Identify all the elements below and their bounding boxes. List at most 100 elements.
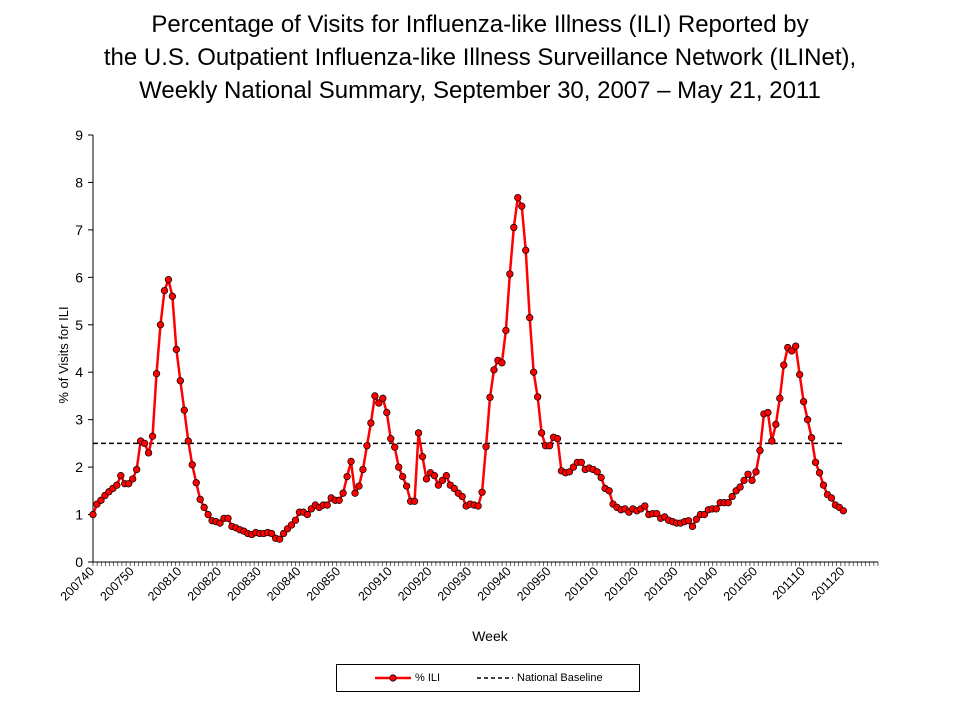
ili-data-point xyxy=(537,429,546,437)
ili-data-point xyxy=(799,397,808,406)
x-tick-label: 200940 xyxy=(475,564,514,603)
ili-data-point xyxy=(577,458,585,467)
ili-data-point xyxy=(395,463,403,471)
ili-data-point xyxy=(418,453,427,461)
ili-data-point xyxy=(188,461,196,469)
ili-data-point xyxy=(545,442,554,450)
ili-data-point xyxy=(414,429,423,437)
legend-baseline-label: National Baseline xyxy=(517,672,603,684)
ili-data-point xyxy=(363,442,371,450)
x-tick-label: 200950 xyxy=(514,564,553,603)
x-axis-label: Week xyxy=(472,628,509,644)
ili-data-point xyxy=(275,535,284,543)
ili-data-point xyxy=(553,434,562,443)
y-tick-label: 4 xyxy=(75,364,83,380)
legend-ili-marker-icon xyxy=(375,674,411,682)
ili-data-point xyxy=(533,393,542,401)
ili-data-point xyxy=(712,505,720,513)
ili-data-point xyxy=(458,492,466,501)
ili-data-point xyxy=(442,472,450,480)
ili-data-point xyxy=(728,492,736,501)
x-tick-label: 200850 xyxy=(304,564,343,603)
ili-data-point xyxy=(152,369,161,378)
ili-data-point xyxy=(474,502,482,510)
x-tick-label: 201040 xyxy=(681,564,720,603)
ili-data-point xyxy=(780,361,788,369)
y-tick-label: 5 xyxy=(75,317,83,333)
ili-data-point xyxy=(383,408,391,417)
ili-data-point xyxy=(597,473,605,482)
x-tick-label: 201010 xyxy=(562,564,601,603)
ili-data-point xyxy=(641,502,649,510)
ili-data-point xyxy=(291,516,300,524)
x-tick-label: 201120 xyxy=(809,564,848,603)
y-tick-label: 9 xyxy=(75,127,83,143)
ili-data-point xyxy=(450,484,458,493)
ili-data-point xyxy=(510,223,518,232)
ili-data-point xyxy=(482,443,490,451)
ili-data-point xyxy=(803,416,812,424)
ili-data-point xyxy=(422,475,431,483)
ili-data-point xyxy=(156,321,165,329)
y-tick-label: 1 xyxy=(75,507,83,523)
ili-data-point xyxy=(216,519,224,527)
ili-data-point xyxy=(815,469,824,477)
legend-baseline-line-icon xyxy=(477,677,513,679)
ili-data-point xyxy=(792,342,800,350)
ili-data-point xyxy=(565,468,574,476)
y-tick-label: 0 xyxy=(75,554,83,570)
ili-data-point xyxy=(160,286,169,295)
ili-data-point xyxy=(387,434,395,443)
x-tick-label: 200750 xyxy=(97,564,136,603)
ili-data-point xyxy=(323,501,331,509)
ili-data-point xyxy=(176,377,184,385)
ili-data-point xyxy=(204,510,212,519)
title-line-3: Weekly National Summary, September 30, 2… xyxy=(139,77,821,104)
ili-data-point xyxy=(498,359,506,367)
ili-data-point xyxy=(688,522,697,531)
ili-data-point xyxy=(756,446,764,455)
ili-data-point xyxy=(410,497,419,505)
ili-data-point xyxy=(89,510,97,519)
ili-data-point xyxy=(796,370,804,379)
x-tick-label: 200910 xyxy=(355,564,394,603)
ili-data-point xyxy=(522,246,530,254)
ili-data-point xyxy=(438,476,447,485)
ili-data-point xyxy=(839,507,847,515)
ili-data-point xyxy=(605,487,613,495)
ili-data-point xyxy=(736,483,744,491)
x-tick-label: 200930 xyxy=(435,564,474,603)
ili-data-point xyxy=(593,468,601,476)
ili-data-point xyxy=(133,465,141,474)
ili-data-point xyxy=(144,449,153,457)
ili-data-point xyxy=(168,292,177,300)
ili-data-point xyxy=(811,458,820,467)
ili-data-point xyxy=(347,457,355,466)
ili-data-point xyxy=(287,521,296,529)
ili-data-point xyxy=(684,517,693,525)
legend-ili-label: % ILI xyxy=(415,672,441,684)
x-tick-label: 201020 xyxy=(602,564,641,603)
ili-data-point xyxy=(807,434,816,442)
ili-data-point xyxy=(379,394,387,402)
x-tick-label: 200830 xyxy=(224,564,263,603)
ili-data-point xyxy=(748,476,756,485)
ili-data-point xyxy=(113,481,121,489)
ili-data-point xyxy=(502,326,510,335)
title-line-2: the U.S. Outpatient Influenza-like Illne… xyxy=(103,44,857,71)
ili-data-point xyxy=(506,270,514,278)
legend-item-ili: % ILI xyxy=(375,672,440,684)
ili-data-point xyxy=(117,472,125,480)
ili-data-point xyxy=(268,529,276,538)
ili-series-line xyxy=(91,196,845,541)
ili-data-point xyxy=(196,495,204,504)
y-tick-label: 3 xyxy=(75,412,83,428)
ili-data-point xyxy=(367,419,375,427)
x-tick-label: 200740 xyxy=(58,564,97,603)
x-tick-label: 200810 xyxy=(145,564,184,603)
ili-data-point xyxy=(724,499,732,507)
ili-data-point xyxy=(434,481,443,489)
ili-data-point xyxy=(129,475,137,483)
ili-data-point xyxy=(164,276,173,284)
title-line-1: Percentage of Visits for Influenza-like … xyxy=(151,11,809,38)
